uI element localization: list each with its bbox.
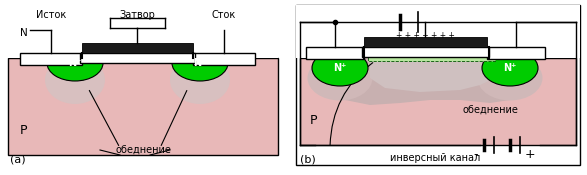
Text: P: P [20,124,28,136]
Text: С: С [512,25,519,35]
Bar [300,58,576,145]
Polygon shape [330,58,520,105]
Text: N⁺: N⁺ [503,63,517,73]
Ellipse shape [47,45,103,81]
Text: N⁺: N⁺ [333,63,347,73]
Ellipse shape [308,55,373,100]
Polygon shape [370,58,495,92]
Text: P: P [310,114,318,127]
Text: N⁺: N⁺ [193,58,207,68]
Text: З: З [422,25,428,35]
Text: Исток: Исток [36,10,66,20]
Bar [8,0,278,58]
Bar [487,47,545,59]
Ellipse shape [45,56,105,104]
Text: N: N [20,28,28,38]
Bar [296,5,580,165]
Bar [80,53,195,63]
Bar [296,5,580,58]
Ellipse shape [170,56,230,104]
Text: Затвор: Затвор [119,10,155,20]
Bar [82,43,193,53]
Text: + + + + + + +: + + + + + + + [396,30,454,40]
Bar [364,37,487,47]
Bar [193,53,255,65]
Ellipse shape [172,45,228,81]
Text: Сток: Сток [212,10,236,20]
Text: N⁺: N⁺ [68,58,82,68]
Bar [8,58,278,155]
Ellipse shape [477,55,542,100]
Text: инверсный канал: инверсный канал [390,153,480,163]
Bar [20,53,82,65]
Text: (a): (a) [10,155,26,165]
Text: +: + [417,5,427,19]
Text: (b): (b) [300,155,316,165]
Text: обеднение: обеднение [462,105,518,115]
Bar [362,47,489,57]
Ellipse shape [482,50,538,86]
Ellipse shape [312,50,368,86]
Text: -: - [474,149,478,162]
Text: +: + [525,149,535,162]
Text: И: И [331,25,339,35]
Bar [368,55,495,61]
Text: -: - [394,5,398,19]
Text: обеднение: обеднение [115,145,171,155]
Bar [306,47,364,59]
